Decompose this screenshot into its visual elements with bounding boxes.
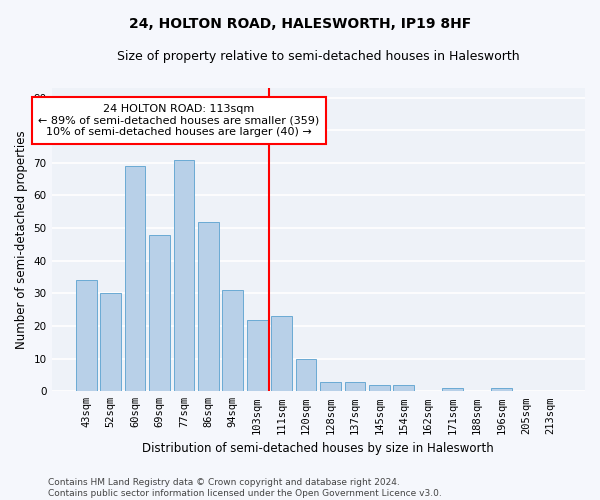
Bar — [247, 320, 268, 392]
Bar — [125, 166, 145, 392]
X-axis label: Distribution of semi-detached houses by size in Halesworth: Distribution of semi-detached houses by … — [142, 442, 494, 455]
Text: 24 HOLTON ROAD: 113sqm
← 89% of semi-detached houses are smaller (359)
10% of se: 24 HOLTON ROAD: 113sqm ← 89% of semi-det… — [38, 104, 320, 138]
Bar — [271, 316, 292, 392]
Bar — [198, 222, 219, 392]
Bar — [344, 382, 365, 392]
Bar — [223, 290, 243, 392]
Bar — [173, 160, 194, 392]
Title: Size of property relative to semi-detached houses in Halesworth: Size of property relative to semi-detach… — [117, 50, 520, 63]
Bar — [491, 388, 512, 392]
Text: 24, HOLTON ROAD, HALESWORTH, IP19 8HF: 24, HOLTON ROAD, HALESWORTH, IP19 8HF — [129, 18, 471, 32]
Bar — [296, 358, 316, 392]
Bar — [320, 382, 341, 392]
Bar — [394, 385, 414, 392]
Bar — [369, 385, 390, 392]
Text: Contains HM Land Registry data © Crown copyright and database right 2024.
Contai: Contains HM Land Registry data © Crown c… — [48, 478, 442, 498]
Bar — [442, 388, 463, 392]
Bar — [100, 294, 121, 392]
Y-axis label: Number of semi-detached properties: Number of semi-detached properties — [15, 130, 28, 349]
Bar — [149, 234, 170, 392]
Bar — [76, 280, 97, 392]
